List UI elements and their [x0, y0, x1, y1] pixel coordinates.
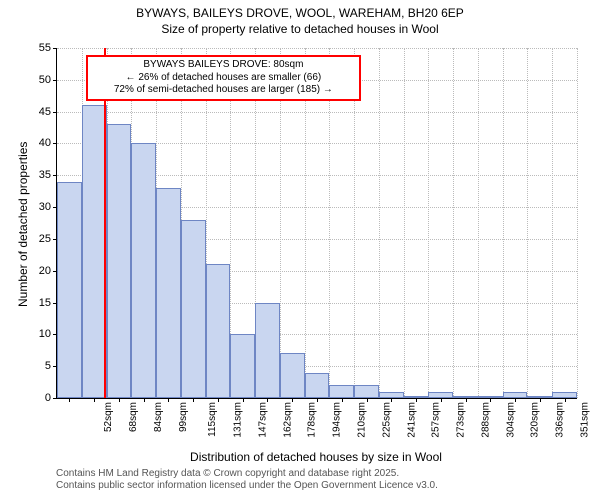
x-tick-label: 99sqm — [178, 402, 189, 432]
gridline-horizontal — [57, 112, 577, 113]
x-tick-mark — [69, 398, 70, 402]
x-tick-mark — [367, 398, 368, 402]
x-tick-label: 131sqm — [233, 402, 244, 438]
histogram-bar — [156, 188, 181, 398]
title-line-1: BYWAYS, BAILEYS DROVE, WOOL, WAREHAM, BH… — [0, 6, 600, 22]
histogram-bar — [305, 373, 330, 398]
x-tick-mark — [441, 398, 442, 402]
y-tick-label: 40 — [39, 137, 57, 149]
histogram-bar — [206, 264, 231, 398]
x-tick-mark — [317, 398, 318, 402]
histogram-bar — [230, 334, 255, 398]
x-tick-label: 320sqm — [530, 402, 541, 438]
x-tick-label: 178sqm — [307, 402, 318, 438]
y-tick-label: 20 — [39, 265, 57, 277]
x-tick-mark — [515, 398, 516, 402]
histogram-bar — [57, 182, 82, 398]
gridline-vertical — [453, 48, 454, 398]
x-tick-mark — [193, 398, 194, 402]
x-tick-label: 241sqm — [406, 402, 417, 438]
x-tick-mark — [342, 398, 343, 402]
x-tick-mark — [292, 398, 293, 402]
y-tick-label: 15 — [39, 297, 57, 309]
x-tick-label: 68sqm — [128, 402, 139, 432]
x-tick-label: 225sqm — [381, 402, 392, 438]
histogram-figure: BYWAYS, BAILEYS DROVE, WOOL, WAREHAM, BH… — [0, 0, 600, 500]
y-axis-label: Number of detached properties — [16, 142, 30, 307]
x-tick-label: 351sqm — [579, 402, 590, 438]
x-tick-label: 147sqm — [258, 402, 269, 438]
histogram-bar — [255, 303, 280, 398]
chart-title: BYWAYS, BAILEYS DROVE, WOOL, WAREHAM, BH… — [0, 6, 600, 37]
y-tick-label: 30 — [39, 201, 57, 213]
y-tick-label: 25 — [39, 233, 57, 245]
x-tick-label: 115sqm — [207, 402, 218, 437]
x-tick-label: 288sqm — [480, 402, 491, 438]
histogram-bar — [181, 220, 206, 398]
x-tick-mark — [565, 398, 566, 402]
histogram-bar — [329, 385, 354, 398]
x-tick-mark — [94, 398, 95, 402]
x-tick-mark — [168, 398, 169, 402]
y-tick-label: 50 — [39, 74, 57, 86]
gridline-vertical — [354, 48, 355, 398]
marker-line — [104, 48, 106, 398]
x-tick-label: 273sqm — [456, 402, 467, 438]
gridline-vertical — [428, 48, 429, 398]
annotation-line-2: ← 26% of detached houses are smaller (66… — [92, 72, 356, 85]
x-tick-label: 162sqm — [282, 402, 293, 438]
gridline-vertical — [280, 48, 281, 398]
x-axis-label: Distribution of detached houses by size … — [56, 450, 576, 464]
x-tick-label: 52sqm — [103, 402, 114, 432]
x-tick-label: 210sqm — [357, 402, 368, 438]
annotation-box: BYWAYS BAILEYS DROVE: 80sqm← 26% of deta… — [86, 55, 362, 101]
x-tick-mark — [490, 398, 491, 402]
footnote: Contains HM Land Registry data © Crown c… — [56, 468, 438, 492]
y-tick-label: 0 — [45, 392, 57, 404]
histogram-bar — [131, 143, 156, 398]
footnote-line-1: Contains HM Land Registry data © Crown c… — [56, 468, 438, 480]
x-tick-label: 257sqm — [431, 402, 442, 438]
histogram-bar — [82, 105, 107, 398]
x-tick-mark — [466, 398, 467, 402]
gridline-vertical — [478, 48, 479, 398]
y-tick-label: 45 — [39, 106, 57, 118]
y-tick-label: 35 — [39, 169, 57, 181]
annotation-line-3: 72% of semi-detached houses are larger (… — [92, 84, 356, 97]
plot-area: 051015202530354045505552sqm68sqm84sqm99s… — [56, 48, 577, 399]
x-tick-label: 194sqm — [332, 402, 343, 438]
histogram-bar — [107, 124, 132, 398]
x-tick-mark — [144, 398, 145, 402]
footnote-line-2: Contains public sector information licen… — [56, 480, 438, 492]
gridline-vertical — [552, 48, 553, 398]
y-tick-label: 5 — [45, 360, 57, 372]
x-tick-mark — [391, 398, 392, 402]
x-tick-mark — [119, 398, 120, 402]
x-tick-mark — [267, 398, 268, 402]
gridline-vertical — [527, 48, 528, 398]
gridline-vertical — [503, 48, 504, 398]
annotation-line-1: BYWAYS BAILEYS DROVE: 80sqm — [92, 59, 356, 72]
gridline-vertical — [404, 48, 405, 398]
x-tick-label: 304sqm — [505, 402, 516, 438]
histogram-bar — [354, 385, 379, 398]
y-tick-label: 55 — [39, 42, 57, 54]
x-tick-mark — [416, 398, 417, 402]
x-tick-mark — [218, 398, 219, 402]
gridline-vertical — [379, 48, 380, 398]
x-tick-label: 336sqm — [555, 402, 566, 438]
gridline-vertical — [305, 48, 306, 398]
x-tick-label: 84sqm — [153, 402, 164, 432]
gridline-vertical — [577, 48, 578, 398]
gridline-vertical — [329, 48, 330, 398]
title-line-2: Size of property relative to detached ho… — [0, 22, 600, 38]
x-tick-mark — [243, 398, 244, 402]
x-tick-mark — [540, 398, 541, 402]
gridline-horizontal — [57, 48, 577, 49]
histogram-bar — [280, 353, 305, 398]
y-tick-label: 10 — [39, 328, 57, 340]
